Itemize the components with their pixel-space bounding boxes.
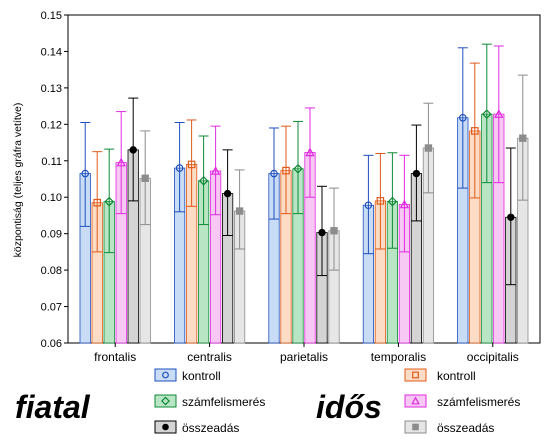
- y-tick-label: 0.11: [41, 156, 62, 168]
- point-marker: [235, 207, 244, 215]
- y-tick-label: 0.09: [41, 229, 62, 241]
- point-marker: [424, 144, 433, 152]
- point-marker: [412, 371, 419, 379]
- y-tick-label: 0.12: [41, 119, 62, 131]
- legend-label: számfelismerés: [437, 395, 520, 409]
- category-label: parietalis: [280, 350, 328, 364]
- y-axis-title: központiság (teljes gráfra vetítve): [12, 103, 24, 258]
- y-tick-label: 0.10: [41, 192, 62, 204]
- y-axis: 0.06 0.07 0.08 0.09 0.10 0.11 0.12 0.13 0.14 0.15: [41, 10, 68, 350]
- legend-label: összeadás: [182, 421, 239, 435]
- point-marker: [376, 197, 385, 205]
- point-marker: [162, 371, 169, 379]
- bar-series-group: [79, 43, 529, 344]
- plot-area: [67, 14, 541, 344]
- point-marker: [175, 164, 184, 172]
- point-marker: [198, 175, 209, 186]
- point-marker: [494, 109, 504, 118]
- point-marker: [458, 113, 467, 122]
- point-marker: [104, 196, 115, 207]
- legend-group-title: idős: [316, 389, 382, 425]
- point-marker: [129, 146, 137, 154]
- point-marker: [481, 109, 492, 119]
- point-marker: [399, 199, 410, 209]
- category-label: temporalis: [371, 350, 426, 364]
- point-marker: [187, 160, 196, 169]
- point-marker: [282, 166, 290, 175]
- legend-label: kontroll: [437, 369, 476, 383]
- point-marker: [411, 396, 420, 405]
- point-marker: [81, 169, 90, 178]
- point-marker: [162, 423, 169, 431]
- point-marker: [305, 147, 315, 157]
- point-marker: [471, 127, 479, 135]
- legend-label: kontroll: [182, 369, 221, 383]
- legend-group-title: fiatal: [15, 389, 91, 425]
- point-marker: [507, 213, 515, 221]
- point-marker: [116, 157, 126, 167]
- y-tick-label: 0.15: [41, 10, 62, 22]
- point-marker: [412, 423, 419, 431]
- y-tick-label: 0.07: [41, 302, 62, 314]
- point-marker: [141, 174, 149, 182]
- plot-frame: [67, 14, 541, 344]
- legend-swatch: [154, 368, 177, 382]
- point-marker: [412, 169, 421, 178]
- category-label: frontalis: [94, 350, 136, 364]
- y-tick-label: 0.13: [41, 83, 62, 95]
- point-marker: [93, 198, 102, 207]
- legend-label: számfelismerés: [182, 395, 265, 409]
- legend-label: összeadás: [437, 421, 494, 435]
- x-axis: frontalis centralis parietalis temporalis oc…: [94, 343, 519, 364]
- legend-swatch: [404, 394, 427, 408]
- point-marker: [364, 201, 373, 210]
- y-tick-label: 0.06: [41, 338, 62, 350]
- category-label: occipitalis: [467, 350, 519, 364]
- category-label: centralis: [187, 350, 232, 364]
- point-marker: [387, 196, 398, 207]
- y-tick-label: 0.08: [41, 265, 62, 277]
- point-marker: [270, 169, 278, 178]
- point-marker: [293, 163, 303, 174]
- point-marker: [161, 396, 170, 406]
- legend-swatch: [154, 394, 177, 408]
- point-marker: [330, 227, 338, 235]
- point-marker: [318, 228, 326, 237]
- point-marker: [210, 166, 221, 175]
- legend: fiatal kontroll számfelismerés összeadás idő…: [15, 368, 520, 435]
- legend-swatch: [404, 368, 427, 382]
- y-tick-label: 0.14: [41, 46, 62, 58]
- point-marker: [519, 134, 527, 142]
- point-marker: [223, 189, 232, 198]
